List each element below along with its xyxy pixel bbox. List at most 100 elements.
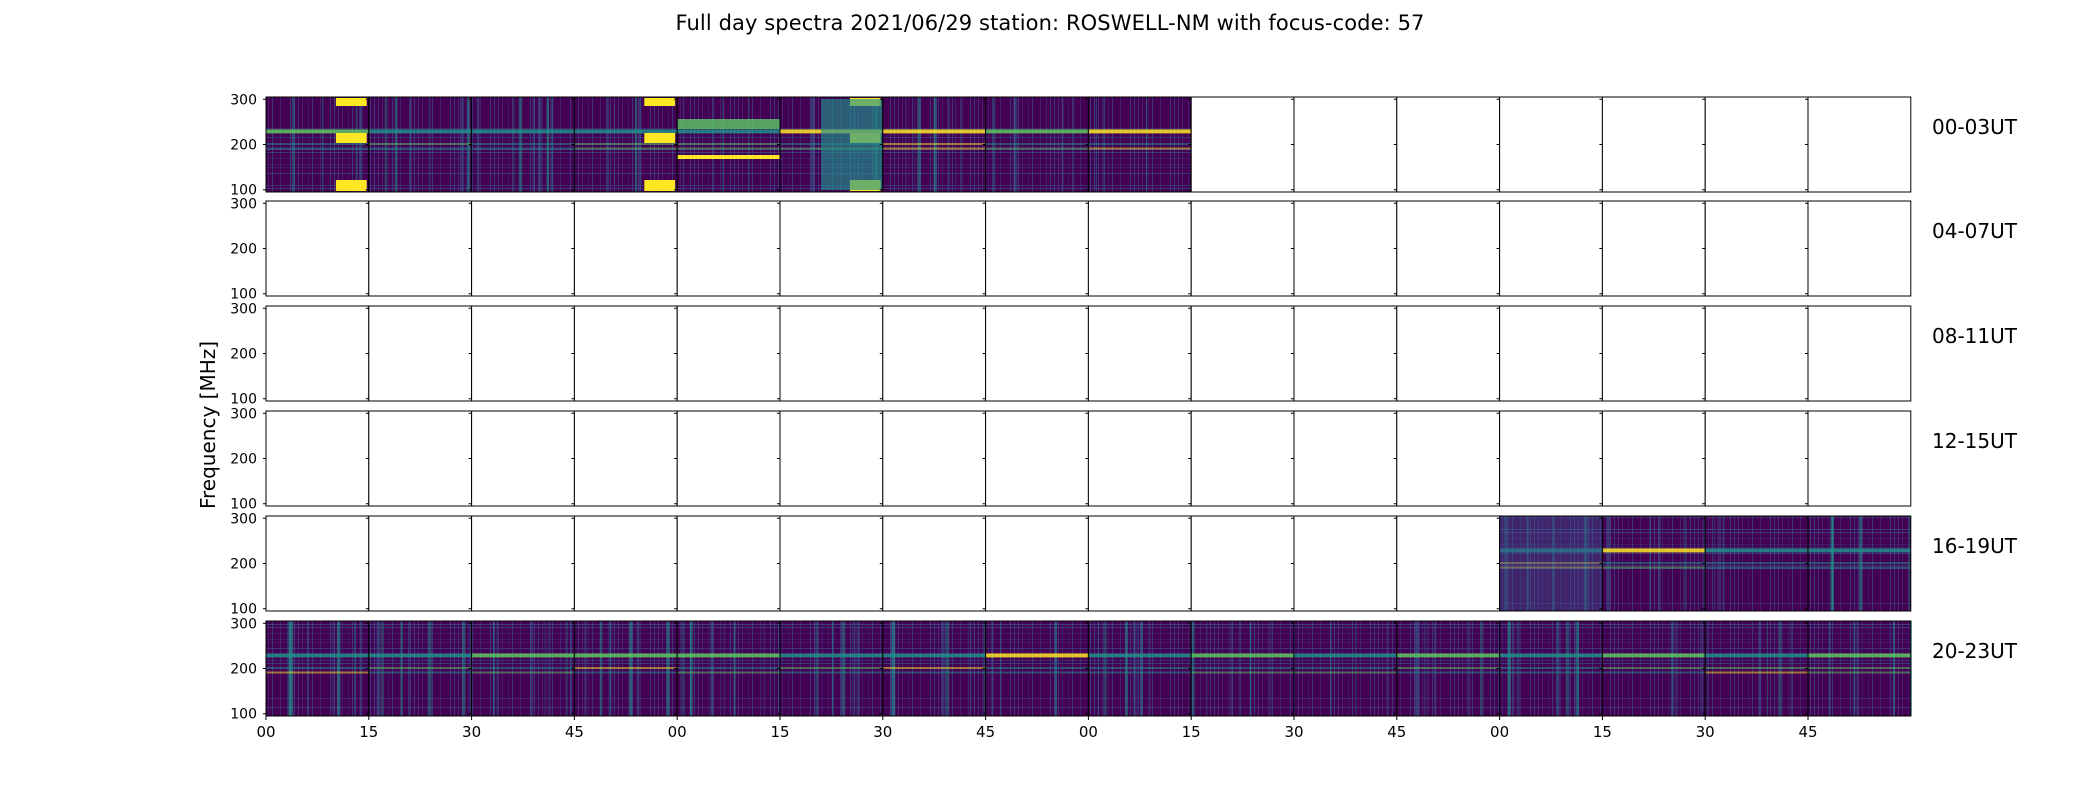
panel-08-11UT-8 (1085, 305, 1192, 402)
panel-08-11UT-4 (674, 305, 781, 402)
x-tick-label: 15 (1182, 723, 1201, 741)
panel-00-03UT-9 (1188, 96, 1295, 193)
x-tick-label: 45 (976, 723, 995, 741)
panel-12-15UT-11 (1393, 410, 1501, 507)
panel-08-11UT-13 (1599, 305, 1706, 402)
panel-04-07UT-3 (571, 200, 678, 297)
panel-16-19UT-13 (1599, 515, 1706, 612)
panel-12-15UT-5 (777, 410, 884, 507)
panel-20-23UT-1 (365, 620, 473, 717)
panel-08-11UT-11 (1393, 305, 1501, 402)
panel-12-15UT-8 (1085, 410, 1192, 507)
panel-08-11UT-0 (263, 305, 370, 402)
panel-08-11UT-1 (365, 305, 473, 402)
panel-04-07UT-14 (1702, 200, 1809, 297)
y-tick-label: 100 (230, 602, 257, 618)
panel-12-15UT-1 (365, 410, 473, 507)
panel-04-07UT-4 (674, 200, 781, 297)
panel-16-19UT-10 (1291, 515, 1398, 612)
panel-00-03UT-10 (1291, 96, 1398, 193)
y-tick-label: 300 (230, 301, 257, 317)
x-tick-label: 15 (359, 723, 378, 741)
panel-08-11UT-2 (468, 305, 575, 402)
y-tick-label: 200 (230, 138, 257, 154)
y-tick-label: 300 (230, 616, 257, 632)
panel-20-23UT-3 (571, 620, 679, 717)
x-tick-label: 00 (1079, 723, 1098, 741)
panel-04-07UT-2 (468, 200, 575, 297)
panel-20-23UT-0 (263, 620, 370, 717)
x-tick-label: 00 (668, 723, 687, 741)
row-12-15UT: 100 200 300 12-15UT (230, 406, 2017, 512)
x-tick-label: 30 (462, 723, 481, 741)
y-tick-label: 200 (230, 347, 257, 363)
panel-16-19UT-4 (674, 515, 781, 612)
panel-12-15UT-2 (468, 410, 575, 507)
y-tick-label: 300 (230, 92, 257, 108)
panel-12-15UT-14 (1702, 410, 1809, 507)
panel-16-19UT-12 (1496, 515, 1603, 612)
row-label: 20-23UT (1932, 639, 2018, 663)
panel-04-07UT-13 (1599, 200, 1706, 297)
x-tick-label: 30 (1696, 723, 1715, 741)
panel-08-11UT-7 (982, 305, 1089, 402)
panel-12-15UT-6 (879, 410, 987, 507)
panel-20-23UT-13 (1599, 620, 1706, 717)
x-tick-label: 45 (1798, 723, 1817, 741)
panel-04-07UT-11 (1393, 200, 1501, 297)
panel-12-15UT-3 (571, 410, 678, 507)
panel-08-11UT-12 (1496, 305, 1603, 402)
panel-00-03UT-11 (1393, 96, 1501, 193)
panel-20-23UT-8 (1085, 620, 1192, 717)
row-08-11UT: 100 200 300 08-11UT (230, 301, 2017, 407)
y-tick-label: 200 (230, 242, 257, 258)
panel-20-23UT-4 (674, 620, 782, 717)
panel-04-07UT-15 (1805, 200, 1912, 297)
x-tick-label: 30 (1284, 723, 1303, 741)
panel-16-19UT-14 (1702, 515, 1809, 612)
row-label: 16-19UT (1932, 534, 2018, 558)
panel-12-15UT-0 (263, 410, 370, 507)
row-00-03UT: 100 200 300 00-03UT (230, 92, 2017, 198)
x-tick-label: 45 (565, 723, 584, 741)
panel-16-19UT-0 (263, 515, 370, 612)
panel-16-19UT-6 (879, 515, 987, 612)
panel-04-07UT-6 (879, 200, 987, 297)
panel-08-11UT-6 (879, 305, 987, 402)
y-tick-label: 200 (230, 452, 257, 468)
row-20-23UT: 100 200 300 20-23UT (230, 616, 2017, 722)
row-16-19UT: 100 200 300 16-19UT (230, 511, 2017, 617)
y-tick-label: 200 (230, 557, 257, 573)
panel-20-23UT-10 (1291, 620, 1398, 717)
panel-16-19UT-2 (468, 515, 575, 612)
row-label: 12-15UT (1932, 429, 2018, 453)
panel-08-11UT-5 (777, 305, 884, 402)
panel-20-23UT-6 (879, 620, 987, 717)
panel-00-03UT-2 (468, 96, 575, 193)
panel-08-11UT-9 (1188, 305, 1295, 402)
panel-04-07UT-7 (982, 200, 1089, 297)
panel-12-15UT-4 (674, 410, 781, 507)
panel-00-03UT-3 (571, 96, 678, 193)
x-tick-label: 00 (256, 723, 275, 741)
y-tick-label: 300 (230, 196, 257, 212)
row-label: 08-11UT (1932, 324, 2018, 348)
y-tick-label: 100 (230, 287, 257, 303)
x-tick-label: 45 (1387, 723, 1406, 741)
panel-04-07UT-9 (1188, 200, 1295, 297)
panel-16-19UT-3 (571, 515, 678, 612)
panel-20-23UT-7 (982, 620, 1089, 717)
panel-00-03UT-6 (879, 96, 987, 193)
x-tick-label: 00 (1490, 723, 1509, 741)
panel-00-03UT-12 (1496, 96, 1603, 193)
panel-12-15UT-9 (1188, 410, 1295, 507)
y-tick-label: 100 (230, 392, 257, 408)
panel-00-03UT-13 (1599, 96, 1706, 193)
y-tick-label: 100 (230, 497, 257, 513)
panel-00-03UT-4 (674, 96, 781, 193)
panel-12-15UT-15 (1805, 410, 1912, 507)
panel-16-19UT-7 (982, 515, 1089, 612)
panel-04-07UT-12 (1496, 200, 1603, 297)
panel-20-23UT-15 (1805, 620, 1912, 717)
